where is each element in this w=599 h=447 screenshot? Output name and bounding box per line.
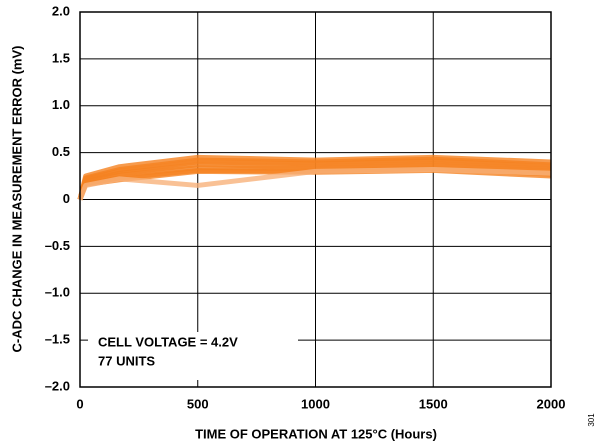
annotation: CELL VOLTAGE = 4.2V	[98, 334, 238, 349]
y-tick-label: 0	[63, 191, 70, 206]
figure-id: 301	[587, 413, 596, 427]
y-axis-label: C-ADC CHANGE IN MEASUREMENT ERROR (mV)	[9, 46, 24, 353]
y-tick-label: –0.5	[45, 238, 70, 253]
annotation-box	[88, 332, 298, 380]
y-tick-label: 2.0	[52, 3, 70, 18]
y-tick-label: 0.5	[52, 144, 70, 159]
x-tick-label: 500	[187, 396, 209, 411]
y-tick-label: 1.5	[52, 50, 70, 65]
x-tick-label: 0	[76, 396, 83, 411]
y-tick-label: –2.0	[45, 378, 70, 393]
annotation: 77 UNITS	[98, 353, 155, 368]
x-tick-label: 1500	[419, 396, 448, 411]
x-tick-label: 2000	[537, 396, 566, 411]
x-axis-label: TIME OF OPERATION AT 125°C (Hours)	[195, 426, 437, 441]
plot-frame	[79, 11, 552, 388]
x-tick-label: 1000	[301, 396, 330, 411]
y-tick-label: –1.0	[45, 285, 70, 300]
y-tick-label: 1.0	[52, 97, 70, 112]
y-tick-label: –1.5	[45, 332, 70, 347]
series-line	[77, 167, 552, 201]
